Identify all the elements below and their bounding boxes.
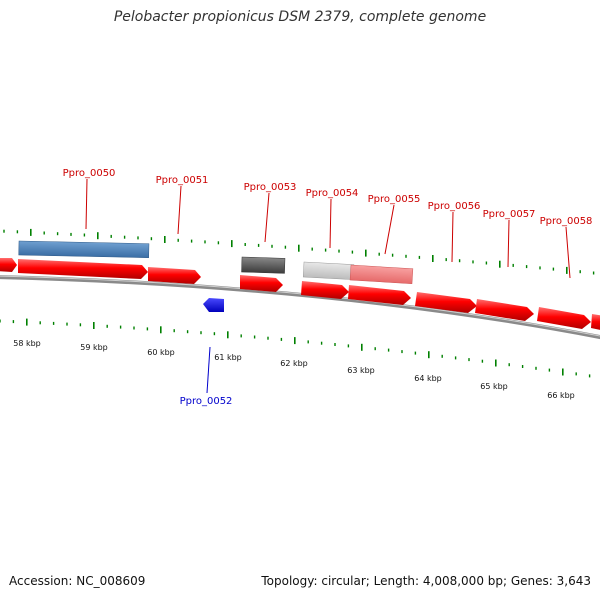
gene-label-ppro-0058[interactable]: Ppro_0058: [540, 216, 593, 227]
feature-bar-dark[interactable]: [241, 256, 286, 274]
gene-arrow-ppro-0052[interactable]: [203, 298, 224, 312]
gene-label-ppro-0050[interactable]: Ppro_0050: [63, 168, 116, 179]
gene-arrow-ppro-0049[interactable]: [0, 258, 17, 272]
gene-arrow-ppro-0051[interactable]: [148, 267, 201, 284]
kbp-label-65: 65 kbp: [480, 382, 508, 391]
gene-label-ppro-0057[interactable]: Ppro_0057: [483, 209, 536, 220]
kbp-label-62: 62 kbp: [280, 359, 308, 368]
kbp-label-64: 64 kbp: [414, 374, 442, 383]
kbp-label-61: 61 kbp: [214, 353, 242, 362]
gene-labels: Ppro_0050 Ppro_0051 Ppro_0053 Ppro_0054 …: [63, 168, 593, 407]
kbp-label-59: 59 kbp: [80, 343, 108, 352]
feature-bar-light[interactable]: [302, 261, 355, 280]
feature-bar-blue[interactable]: [18, 240, 150, 258]
gene-arrow-ppro-0056[interactable]: [415, 292, 477, 313]
forward-gene-track: [0, 258, 600, 331]
gene-label-ppro-0052[interactable]: Ppro_0052: [180, 396, 233, 407]
gene-arrow-ppro-0050[interactable]: [18, 259, 148, 279]
kbp-scale-labels: 58 kbp 59 kbp 60 kbp 61 kbp 62 kbp 63 kb…: [13, 339, 575, 400]
gene-arrow-ppro-0059[interactable]: [591, 314, 600, 331]
kbp-label-58: 58 kbp: [13, 339, 41, 348]
gene-label-ppro-0051[interactable]: Ppro_0051: [156, 175, 209, 186]
gene-arrow-ppro-0058[interactable]: [537, 307, 591, 329]
gene-label-ppro-0055[interactable]: Ppro_0055: [368, 194, 421, 205]
lower-tick-row: [0, 318, 591, 378]
gene-label-ppro-0054[interactable]: Ppro_0054: [306, 188, 359, 199]
accession-text: Accession: NC_008609: [9, 574, 146, 588]
gene-arrow-ppro-0054[interactable]: [301, 281, 349, 299]
gene-arrow-ppro-0055[interactable]: [348, 285, 411, 305]
gene-label-ppro-0053[interactable]: Ppro_0053: [244, 182, 297, 193]
upper-tick-row: [3, 228, 595, 275]
gene-arrow-ppro-0057[interactable]: [475, 299, 534, 321]
kbp-label-63: 63 kbp: [347, 366, 375, 375]
genome-title: Pelobacter propionicus DSM 2379, complet…: [113, 9, 487, 25]
genome-summary-text: Topology: circular; Length: 4,008,000 bp…: [261, 574, 591, 588]
label-leader-lines: [85, 178, 571, 394]
gene-label-ppro-0056[interactable]: Ppro_0056: [428, 201, 481, 212]
kbp-label-66: 66 kbp: [547, 391, 575, 400]
feature-bar-pink[interactable]: [349, 264, 414, 285]
kbp-label-60: 60 kbp: [147, 348, 175, 357]
gene-arrow-ppro-0053[interactable]: [240, 275, 283, 292]
